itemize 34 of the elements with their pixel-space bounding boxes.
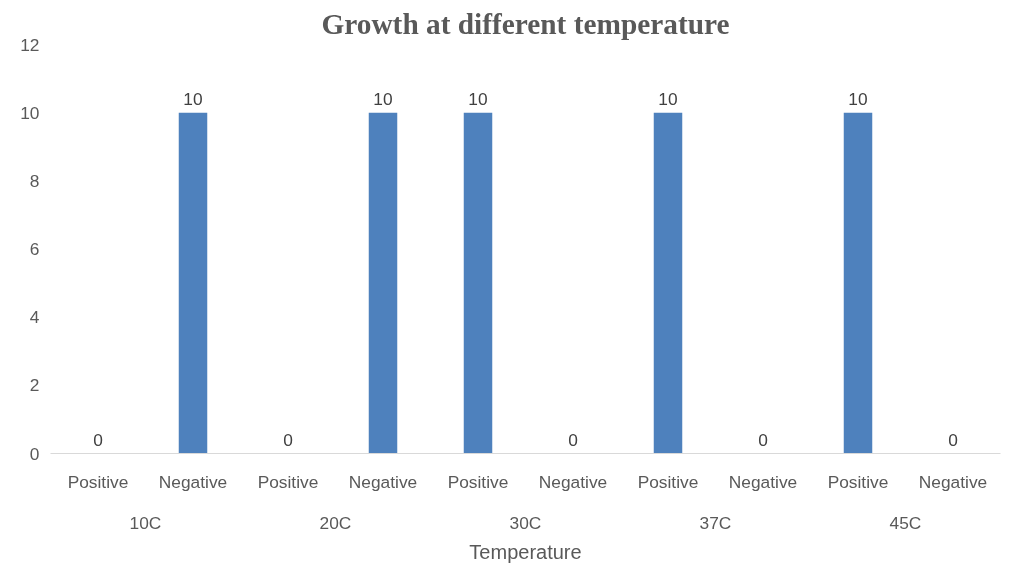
x-tick-label: Negative — [918, 471, 988, 492]
x-tick-label: Negative — [538, 471, 608, 492]
x-tick-label: Positive — [447, 471, 509, 492]
text: 37C — [699, 512, 732, 533]
text: 20C — [319, 512, 352, 533]
data-label: 0 — [568, 429, 578, 450]
x-tick-label: Negative — [348, 471, 418, 492]
x-axis-title: Temperature — [469, 540, 582, 563]
y-tick-label: 6 — [29, 239, 40, 259]
x-tick-label: Positive — [257, 471, 319, 492]
y-tick-label: 0 — [29, 443, 40, 464]
y-tick-label: 12 — [20, 34, 40, 55]
data-label: 10 — [848, 88, 868, 109]
y-tick-label: 4 — [29, 307, 40, 328]
text: 30C — [509, 512, 542, 533]
data-label: 10 — [373, 88, 393, 109]
data-label: 0 — [93, 429, 103, 450]
data-label: 0 — [758, 429, 768, 450]
chart-title: Growth at different temperature — [321, 7, 730, 40]
y-tick-label: 2 — [29, 375, 40, 396]
data-label: 0 — [948, 429, 958, 450]
text: 10C — [129, 512, 162, 533]
y-tick-label: 10 — [20, 102, 40, 123]
data-label: 10 — [658, 88, 678, 109]
data-label: 10 — [183, 88, 203, 109]
x-tick-label: Positive — [637, 471, 699, 492]
text: 45C — [889, 512, 922, 533]
y-tick-label: 8 — [29, 170, 40, 191]
x-tick-label: Negative — [728, 471, 798, 492]
data-label: 10 — [468, 88, 488, 109]
x-tick-label: Negative — [158, 471, 228, 492]
x-tick-label: Positive — [67, 471, 129, 492]
x-tick-label: Positive — [827, 471, 889, 492]
data-label: 0 — [283, 429, 293, 450]
